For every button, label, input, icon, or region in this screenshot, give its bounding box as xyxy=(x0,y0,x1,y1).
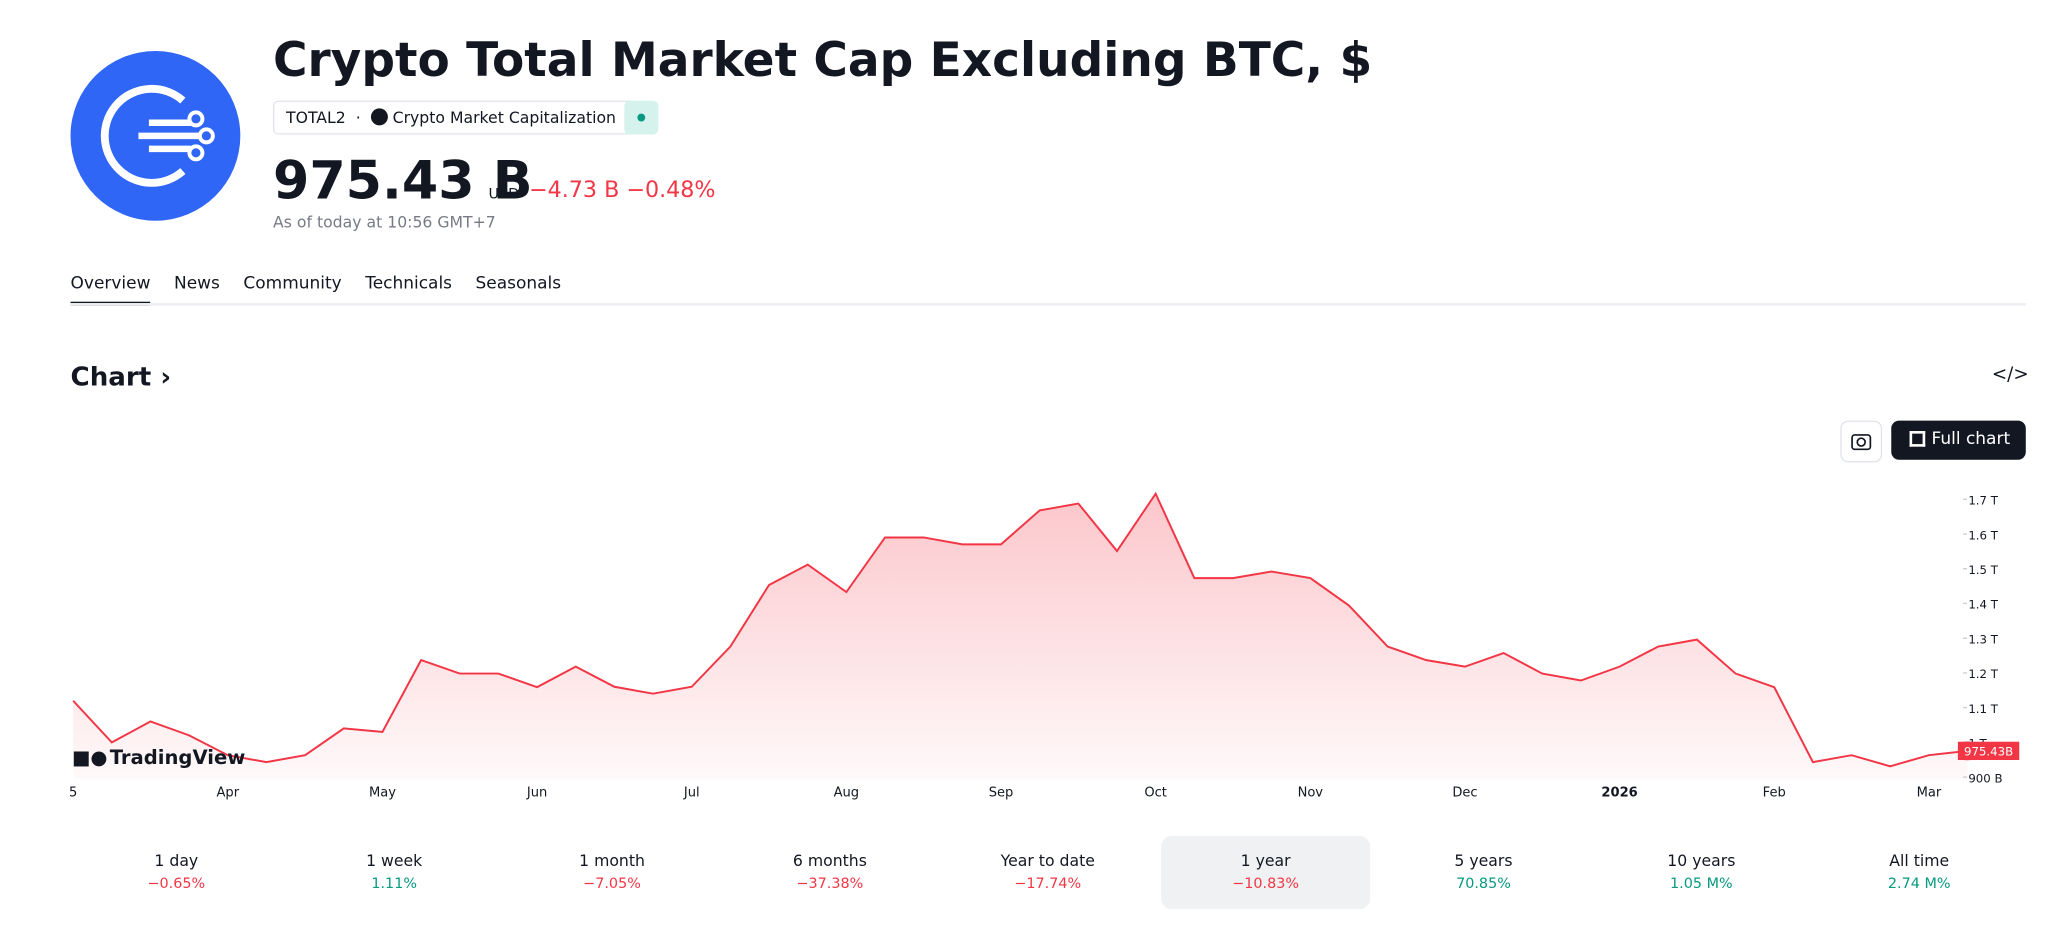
x-tick-label: Jul xyxy=(683,786,700,801)
x-tick-label: Sep xyxy=(989,786,1014,801)
period-label: 1 month xyxy=(579,851,645,870)
period-change: 1.11% xyxy=(371,875,417,893)
x-tick-label: Dec xyxy=(1452,786,1477,801)
x-tick-label: Jun xyxy=(526,786,547,801)
period[interactable]: 10 years 1.05 M% xyxy=(1597,836,1806,909)
x-tick-label: 5 xyxy=(69,786,77,801)
line xyxy=(72,491,1968,768)
period-label: 1 year xyxy=(1240,851,1291,870)
period[interactable]: 5 years 70.85% xyxy=(1379,836,1588,909)
period-label: Year to date xyxy=(1000,851,1095,870)
period[interactable]: 1 week 1.11% xyxy=(290,836,499,909)
period-change: −37.38% xyxy=(796,875,864,893)
logo-icon xyxy=(100,84,215,187)
tab[interactable]: Seasonals xyxy=(475,274,562,294)
period[interactable]: All time 2.74 M% xyxy=(1815,836,2024,909)
period-change: −7.05% xyxy=(583,875,641,893)
period-change: 1.05 M% xyxy=(1670,875,1733,893)
period-label: 1 week xyxy=(366,851,423,870)
snapshot-button[interactable] xyxy=(1840,420,1883,463)
period-change: 70.85% xyxy=(1456,875,1511,893)
embed-icon[interactable]: </> xyxy=(1991,364,2029,386)
x-tick-label: 2026 xyxy=(1601,786,1637,801)
period[interactable]: 1 year −10.83% xyxy=(1161,835,1371,910)
period-label: 6 months xyxy=(792,851,867,870)
symbol-chip[interactable]: TOTAL2 · Crypto Market Capitalization xyxy=(272,100,636,135)
period-label: 5 years xyxy=(1454,851,1513,870)
symbol: TOTAL2 xyxy=(286,108,346,127)
source: Crypto Market Capitalization xyxy=(392,108,616,127)
tab[interactable]: News xyxy=(173,274,220,294)
period[interactable]: Year to date −17.74% xyxy=(943,836,1152,909)
y-tick-label: 1.1 T xyxy=(1968,702,1998,716)
x-tick-label: May xyxy=(369,786,396,801)
area xyxy=(73,493,1968,779)
tab[interactable]: Technicals xyxy=(365,274,453,294)
change: −4.73 B −0.48% xyxy=(529,178,716,204)
change-pct: −0.48% xyxy=(626,177,716,204)
period[interactable]: 6 months −37.38% xyxy=(725,836,934,909)
section-title[interactable]: Chart › xyxy=(70,360,172,392)
full-icon xyxy=(1909,431,1926,447)
y-tick-label: 1.4 T xyxy=(1968,598,1998,612)
full-chart-button[interactable]: Full chart xyxy=(1891,420,2026,460)
y-tick-label: 1.3 T xyxy=(1968,632,1998,646)
watermark-logo: ■● xyxy=(72,746,108,769)
x-tick-label: Aug xyxy=(834,786,859,801)
price-tag xyxy=(1957,741,2020,761)
as-of: As of today at 10:56 GMT+7 xyxy=(272,212,496,232)
period-change: −0.65% xyxy=(147,875,206,893)
period-label: 1 day xyxy=(154,851,199,870)
tv-icon xyxy=(370,108,388,126)
tab-divider xyxy=(70,303,2026,306)
logo xyxy=(70,50,241,221)
period-change: −10.83% xyxy=(1232,875,1300,893)
status[interactable] xyxy=(624,100,659,135)
title: Crypto Total Market Cap Excluding BTC, $ xyxy=(272,33,1373,88)
section-text: Chart xyxy=(70,360,152,392)
period-change: −17.74% xyxy=(1014,875,1082,893)
x-tick-label: Mar xyxy=(1917,786,1942,801)
change-abs: −4.73 B xyxy=(528,177,620,204)
price-tag-label: 975.43B xyxy=(1964,744,2013,758)
full-chart-text: Full chart xyxy=(1931,429,2011,450)
price: 975.43 B xyxy=(272,151,533,212)
watermark: TradingView xyxy=(110,746,246,769)
period-label: 10 years xyxy=(1667,851,1736,870)
x-tick-label: Nov xyxy=(1298,786,1324,801)
x-tick-label: Feb xyxy=(1763,786,1786,801)
y-tick-label: 1.6 T xyxy=(1968,528,1998,542)
period-change: 2.74 M% xyxy=(1887,875,1951,893)
y-tick-label: 900 B xyxy=(1968,771,2002,785)
y-tick-label: 1.7 T xyxy=(1968,494,1998,508)
tab[interactable]: Community xyxy=(243,274,342,294)
currency: USD xyxy=(488,185,520,203)
period-label: All time xyxy=(1889,851,1950,870)
x-tick-label: Oct xyxy=(1144,786,1167,801)
y-tick-label: 1.5 T xyxy=(1968,563,1998,577)
camera-icon xyxy=(1851,434,1872,451)
y-tick-label: 1.2 T xyxy=(1968,667,1998,681)
x-tick-label: Apr xyxy=(216,786,239,801)
period[interactable]: 1 month −7.05% xyxy=(508,836,717,909)
period[interactable]: 1 day −0.65% xyxy=(72,836,281,909)
status-dot xyxy=(637,113,646,122)
